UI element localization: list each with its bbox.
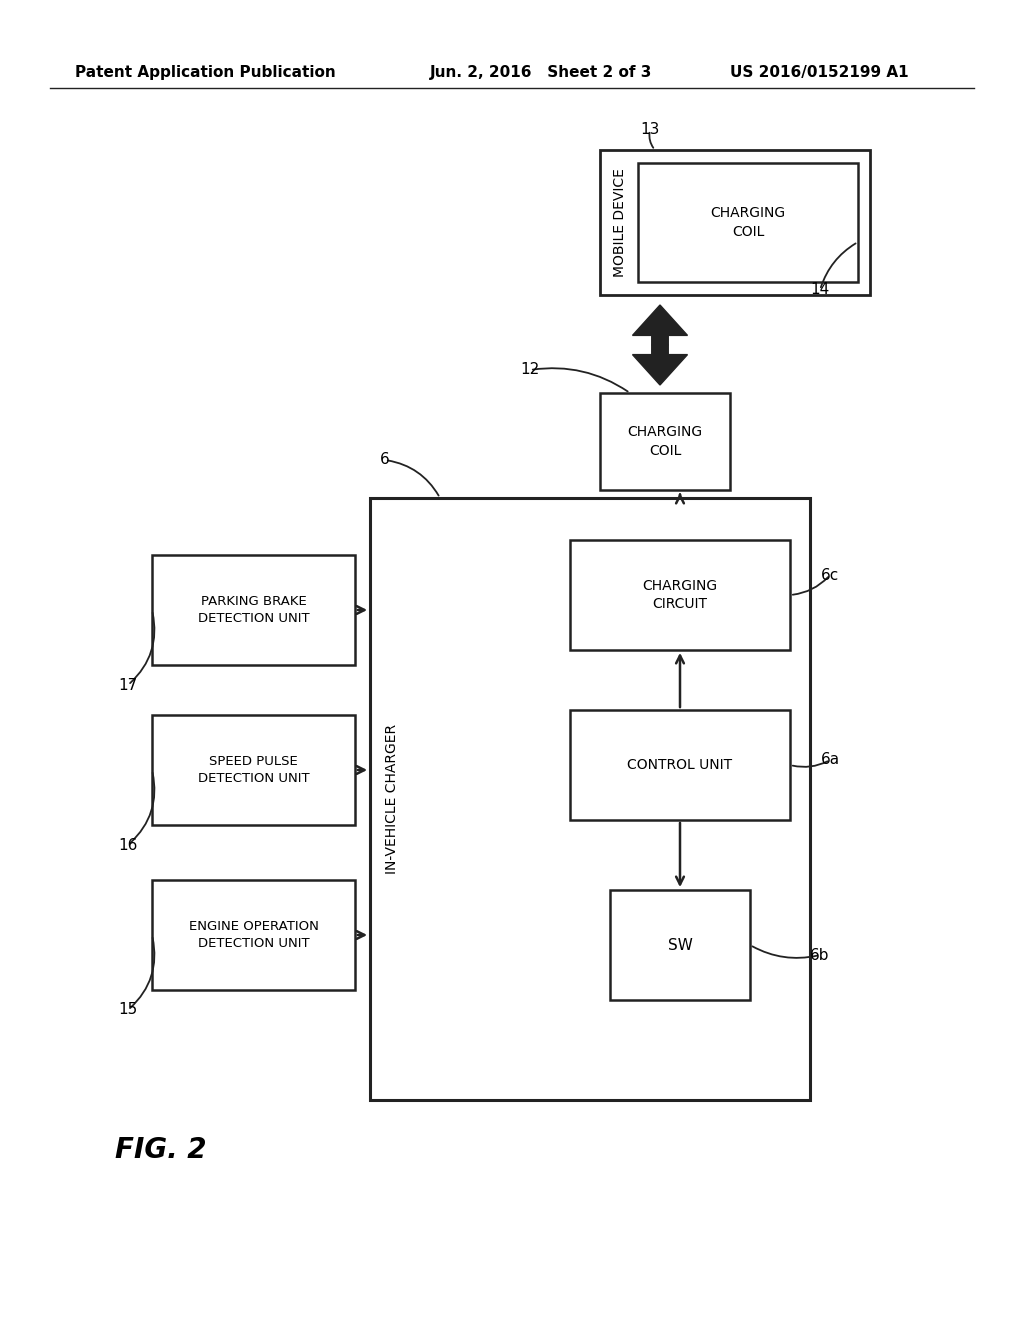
Text: CHARGING
COIL: CHARGING COIL <box>628 425 702 458</box>
Text: CONTROL UNIT: CONTROL UNIT <box>628 758 732 772</box>
Bar <box>152 880 355 990</box>
Text: SW: SW <box>668 937 692 953</box>
Text: CHARGING
CIRCUIT: CHARGING CIRCUIT <box>642 578 718 611</box>
Polygon shape <box>633 345 687 385</box>
Text: 17: 17 <box>119 677 137 693</box>
Bar <box>570 710 790 820</box>
Text: CHARGING
COIL: CHARGING COIL <box>711 206 785 239</box>
Text: FIG. 2: FIG. 2 <box>115 1137 207 1164</box>
Text: ENGINE OPERATION
DETECTION UNIT: ENGINE OPERATION DETECTION UNIT <box>188 920 318 950</box>
Text: SPEED PULSE
DETECTION UNIT: SPEED PULSE DETECTION UNIT <box>198 755 309 785</box>
Bar <box>152 715 355 825</box>
Polygon shape <box>633 305 687 345</box>
Bar <box>600 150 870 294</box>
Text: 12: 12 <box>520 363 540 378</box>
Text: PARKING BRAKE
DETECTION UNIT: PARKING BRAKE DETECTION UNIT <box>198 595 309 624</box>
Bar <box>570 540 790 649</box>
Text: US 2016/0152199 A1: US 2016/0152199 A1 <box>730 65 908 79</box>
Text: 6b: 6b <box>810 948 829 962</box>
Bar <box>610 890 750 1001</box>
Text: 13: 13 <box>640 123 659 137</box>
Text: 16: 16 <box>119 837 137 853</box>
Text: 6: 6 <box>380 453 390 467</box>
Bar <box>600 393 730 490</box>
Text: MOBILE DEVICE: MOBILE DEVICE <box>613 168 627 277</box>
Text: Patent Application Publication: Patent Application Publication <box>75 65 336 79</box>
Text: 15: 15 <box>119 1002 137 1018</box>
Text: IN-VEHICLE CHARGER: IN-VEHICLE CHARGER <box>385 723 399 874</box>
Text: 6c: 6c <box>821 568 839 582</box>
Text: 6a: 6a <box>820 752 840 767</box>
Text: Jun. 2, 2016   Sheet 2 of 3: Jun. 2, 2016 Sheet 2 of 3 <box>430 65 652 79</box>
Bar <box>370 498 810 1100</box>
Bar <box>638 162 858 282</box>
Bar <box>152 554 355 665</box>
Text: 14: 14 <box>810 282 829 297</box>
